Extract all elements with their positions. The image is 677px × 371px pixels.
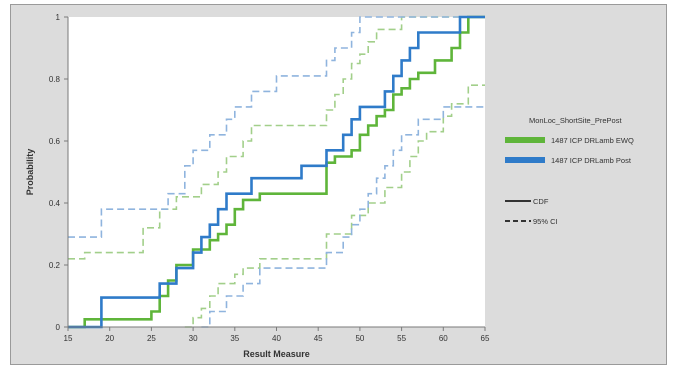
legend-swatch-0 xyxy=(505,137,545,143)
legend-label-dashed: 95% CI xyxy=(533,217,558,226)
x-tick-label: 20 xyxy=(105,334,114,343)
x-tick-label: 35 xyxy=(230,334,239,343)
chart-frame: 15 20 25 30 35 40 45 50 55 60 65 0 0.2 0.4 0.6 0.8 1 Res… xyxy=(10,4,667,365)
x-tick-label: 15 xyxy=(64,334,73,343)
legend-label-solid: CDF xyxy=(533,197,549,206)
y-tick-label: 0.2 xyxy=(49,261,61,270)
x-axis-title: Result Measure xyxy=(243,349,310,359)
series-1-ci-upper xyxy=(68,16,485,238)
legend-swatch-1 xyxy=(505,157,545,163)
y-tick-label: 0 xyxy=(56,323,61,332)
series-1-cdf-line xyxy=(68,15,485,329)
legend-label-0: 1487 ICP DRLamb EWQ xyxy=(551,136,634,145)
legend-label-1: 1487 ICP DRLamb Post xyxy=(551,156,632,165)
x-tick-label: 60 xyxy=(439,334,448,343)
y-tick-label: 0.4 xyxy=(49,199,61,208)
plot-area xyxy=(68,17,485,327)
x-tick-label: 25 xyxy=(147,334,156,343)
x-tick-label: 55 xyxy=(397,334,406,343)
legend: MonLoc_ShortSite_PrePost 1487 ICP DRLamb… xyxy=(505,116,634,226)
y-tick-label: 0.6 xyxy=(49,137,61,146)
series-0-ci-upper xyxy=(68,16,485,260)
y-axis-title: Probability xyxy=(25,149,35,196)
x-tick-label: 50 xyxy=(355,334,364,343)
x-tick-label: 45 xyxy=(314,334,323,343)
series-1-ci-lower xyxy=(201,106,485,328)
x-tick-label: 65 xyxy=(481,334,490,343)
cdf-chart: 15 20 25 30 35 40 45 50 55 60 65 0 0.2 0.4 0.6 0.8 1 Res… xyxy=(25,13,634,359)
y-tick-label: 1 xyxy=(56,13,61,22)
y-tick-label: 0.8 xyxy=(49,75,61,84)
legend-title: MonLoc_ShortSite_PrePost xyxy=(529,116,622,125)
x-tick-label: 40 xyxy=(272,334,281,343)
x-tick-label: 30 xyxy=(189,334,198,343)
